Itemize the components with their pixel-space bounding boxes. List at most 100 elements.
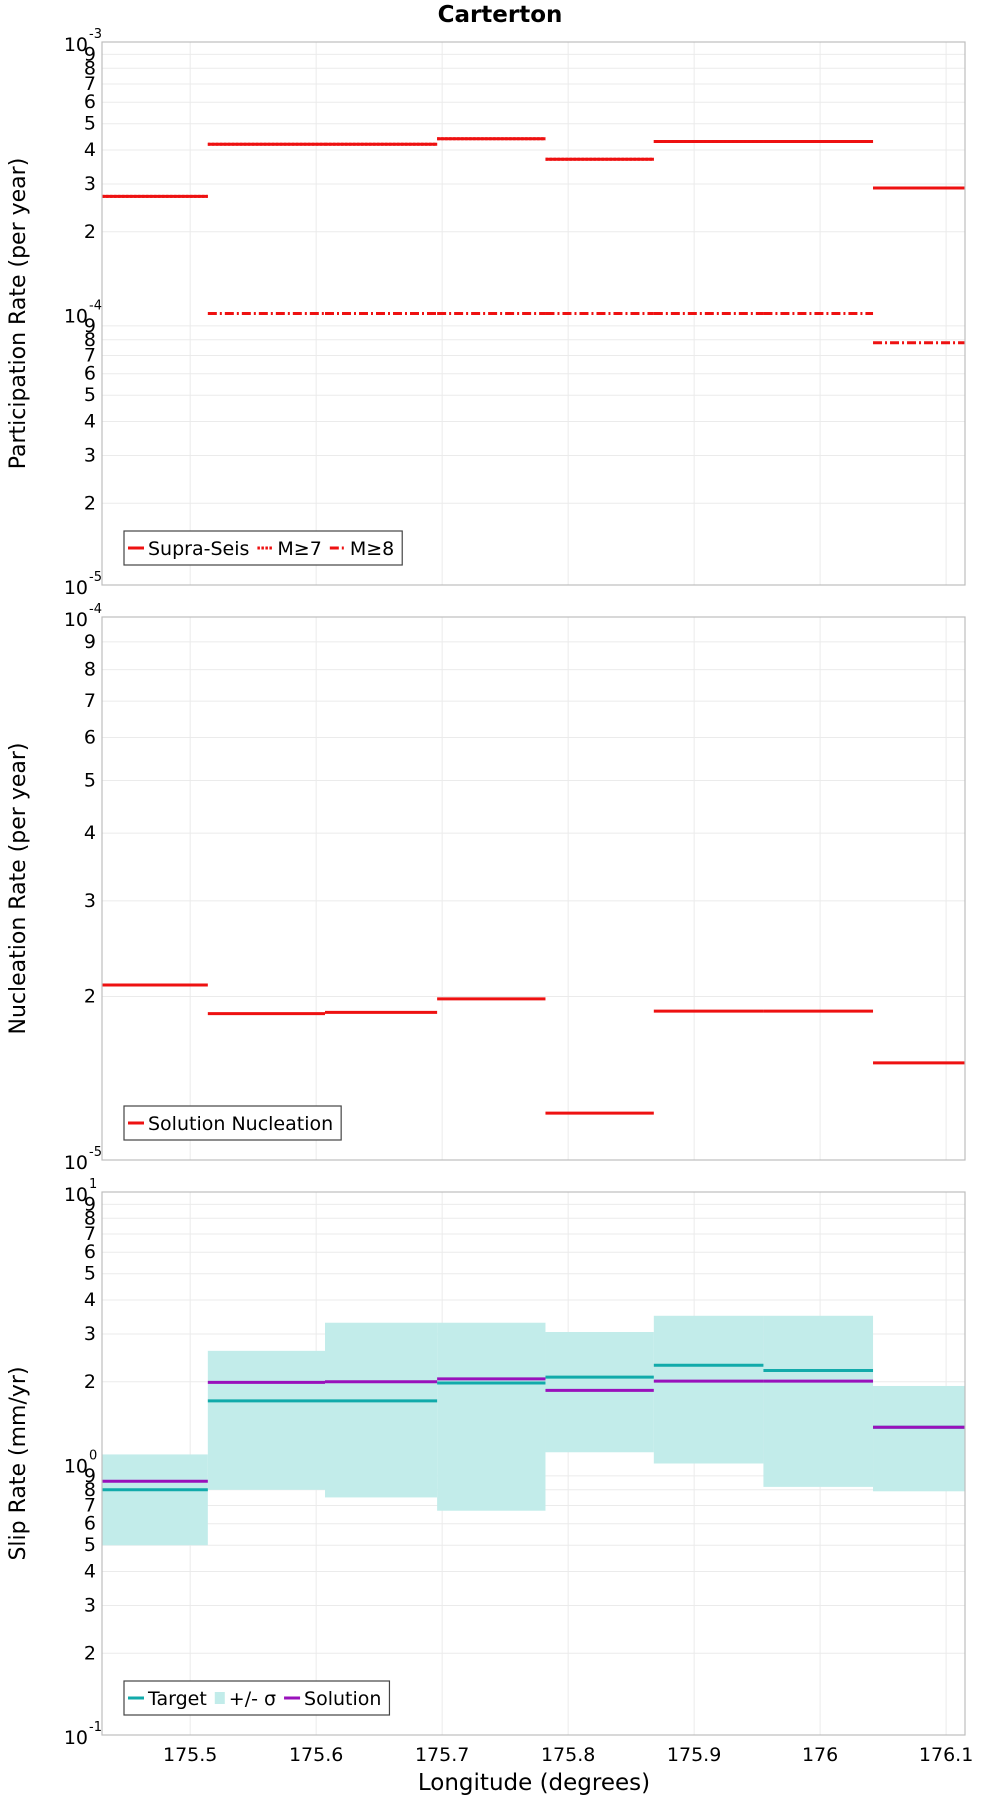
y-decade-exponent: 0 — [89, 1449, 97, 1464]
sigma-band — [437, 1322, 546, 1511]
chart-title: Carterton — [438, 2, 563, 28]
y-tick-label: 3 — [84, 173, 96, 195]
y-tick-label: 7 — [84, 1495, 96, 1517]
y-decade-exponent: -5 — [89, 1145, 102, 1160]
sigma-band — [653, 1315, 764, 1464]
y-tick-label: 9 — [84, 1465, 96, 1487]
y-tick-label: 4 — [84, 411, 96, 433]
y-tick-label: 7 — [84, 690, 96, 712]
sigma-band — [324, 1322, 438, 1498]
x-tick-label: 176 — [802, 1744, 838, 1766]
x-tick-label: 175.6 — [289, 1744, 343, 1766]
sigma-band — [763, 1315, 874, 1487]
legend: Supra-Seis M≥7 M≥8 — [123, 530, 403, 566]
y-decade-label: 10 — [64, 1152, 88, 1174]
y-tick-label: 3 — [84, 1323, 96, 1345]
x-tick-label: 176.1 — [919, 1744, 973, 1766]
y-tick-label: 2 — [84, 221, 96, 243]
x-tick-label: 175.9 — [667, 1744, 721, 1766]
legend-label: M≥8 — [350, 538, 394, 560]
y-decade-exponent: -1 — [89, 1720, 102, 1735]
y-decade-label: 10 — [64, 34, 88, 56]
y-decade-label: 10 — [64, 577, 88, 599]
legend-label: Target — [147, 1688, 207, 1710]
x-tick-label: 175.8 — [541, 1744, 595, 1766]
series-solution — [102, 1377, 965, 1483]
y-decade-exponent: -4 — [89, 602, 102, 617]
legend-label: +/- σ — [229, 1688, 276, 1710]
plot-frame — [101, 616, 966, 1161]
y-decade-exponent: -3 — [89, 27, 102, 42]
series-solution-nucleation — [102, 983, 965, 1115]
y-decade-exponent: -5 — [89, 570, 102, 585]
series-m-7 — [102, 137, 965, 198]
legend: Solution Nucleation — [123, 1105, 342, 1141]
y-decade-label: 10 — [64, 1727, 88, 1749]
y-tick-label: 4 — [84, 139, 96, 161]
y-tick-label: 8 — [84, 1207, 96, 1229]
y-tick-label: 8 — [84, 1479, 96, 1501]
y-tick-label: 5 — [84, 1263, 96, 1285]
y-tick-label: 6 — [84, 726, 96, 748]
legend-label: Solution Nucleation — [148, 1113, 333, 1135]
y-decade-label: 10 — [64, 609, 88, 631]
plot-area — [102, 617, 965, 1160]
sigma-band — [545, 1332, 654, 1453]
sigma-band — [102, 1454, 208, 1546]
y-tick-label: 8 — [84, 329, 96, 351]
y-decade-exponent: 1 — [89, 1177, 97, 1192]
y-tick-label: 9 — [84, 1193, 96, 1215]
x-tick-label: 175.5 — [163, 1744, 217, 1766]
y-axis-label: Slip Rate (mm/yr) — [6, 1366, 31, 1560]
y-tick-label: 9 — [84, 43, 96, 65]
legend-swatch — [214, 1692, 225, 1704]
legend-box — [123, 1105, 342, 1141]
y-tick-label: 6 — [84, 1513, 96, 1535]
y-tick-label: 5 — [84, 1534, 96, 1556]
y-tick-label: 9 — [84, 315, 96, 337]
y-tick-label: 2 — [84, 1642, 96, 1664]
y-tick-label: 2 — [84, 492, 96, 514]
y-tick-label: 8 — [84, 57, 96, 79]
y-tick-label: 4 — [84, 822, 96, 844]
y-tick-label: 8 — [84, 659, 96, 681]
legend-label: M≥7 — [277, 538, 321, 560]
y-tick-label: 5 — [84, 769, 96, 791]
sigma-band — [207, 1350, 325, 1490]
legend-box — [123, 1680, 391, 1716]
y-tick-label: 3 — [84, 1594, 96, 1616]
plot-frame — [101, 1191, 966, 1736]
y-tick-label: 7 — [84, 1223, 96, 1245]
y-decade-label: 10 — [64, 1184, 88, 1206]
sigma-band — [873, 1385, 965, 1492]
y-decade-label: 10 — [64, 306, 88, 328]
x-axis-label: Longitude (degrees) — [418, 1770, 650, 1796]
y-axis-label: Nucleation Rate (per year) — [6, 743, 31, 1035]
y-tick-label: 5 — [84, 113, 96, 135]
y-tick-label: 5 — [84, 384, 96, 406]
y-tick-label: 4 — [84, 1289, 96, 1311]
y-decade-exponent: -4 — [89, 299, 102, 314]
y-tick-label: 2 — [84, 986, 96, 1008]
plot-frame — [101, 41, 966, 586]
legend-label: Supra-Seis — [148, 538, 249, 560]
x-tick-label: 175.7 — [415, 1744, 469, 1766]
y-tick-label: 2 — [84, 1371, 96, 1393]
y-tick-label: 7 — [84, 73, 96, 95]
legend-label: Solution — [304, 1688, 381, 1710]
legend: Target +/- σ Solution — [123, 1680, 391, 1716]
y-tick-label: 7 — [84, 345, 96, 367]
y-tick-label: 9 — [84, 631, 96, 653]
y-decade-label: 10 — [64, 1456, 88, 1478]
y-tick-label: 3 — [84, 890, 96, 912]
y-tick-label: 3 — [84, 444, 96, 466]
series-m-8 — [207, 312, 965, 345]
y-tick-label: 6 — [84, 91, 96, 113]
y-tick-label: 6 — [84, 363, 96, 385]
y-tick-label: 6 — [84, 1241, 96, 1263]
